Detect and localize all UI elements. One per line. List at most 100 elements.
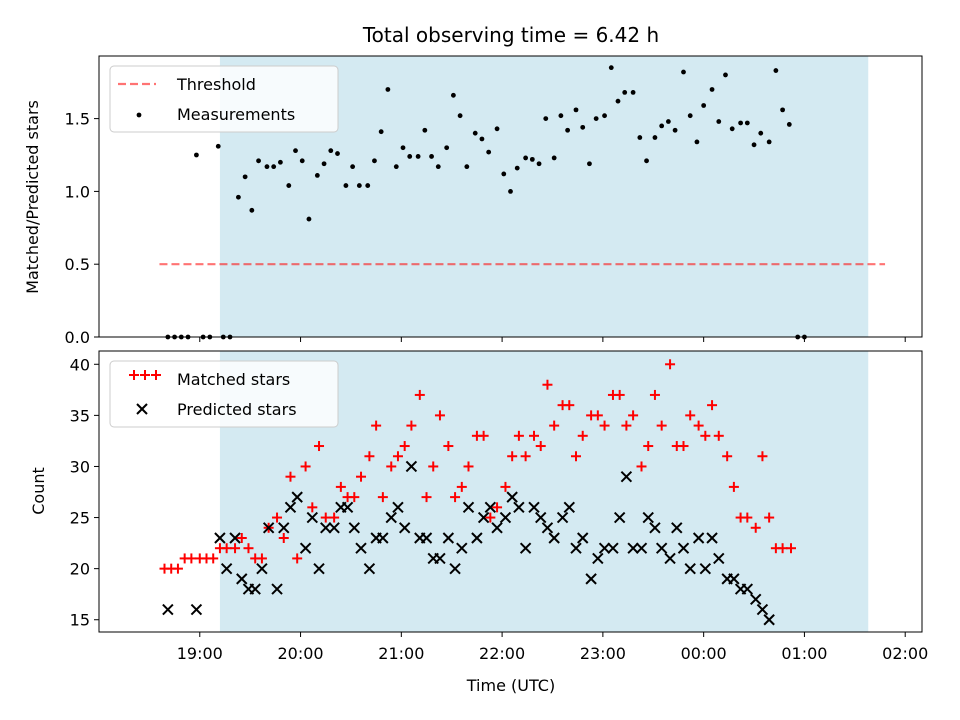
predicted-star-point — [763, 614, 775, 626]
predicted-star-point-b — [355, 542, 367, 554]
legend-predicted-marker — [136, 403, 148, 415]
predicted-star-point — [449, 562, 461, 575]
legend-predicted-marker-b — [136, 403, 148, 415]
measurement-point — [751, 142, 757, 148]
matched-star-point — [656, 420, 667, 431]
predicted-star-point-b — [420, 532, 433, 544]
predicted-star-point-b — [556, 511, 569, 524]
predicted-star-point — [577, 532, 589, 544]
predicted-star-point-b — [563, 501, 575, 514]
predicted-star-point — [398, 522, 411, 534]
matched-star-point — [564, 400, 575, 411]
bottom-x-axis-label: Time (UTC) — [466, 676, 555, 695]
predicted-star-point-b — [256, 562, 268, 575]
measurement-point — [321, 161, 327, 167]
bottom-legend: Matched stars Predicted stars — [109, 360, 339, 428]
predicted-star-point — [598, 542, 611, 554]
predicted-star-point — [442, 532, 455, 544]
predicted-star-point — [214, 532, 226, 544]
bottom-x-tick-label: 01:00 — [781, 644, 827, 663]
predicted-star-point — [348, 522, 361, 534]
matched-star-point — [665, 359, 676, 370]
measurement-point — [372, 158, 377, 164]
predicted-star-point — [271, 583, 283, 595]
measurement-point — [565, 127, 571, 133]
measurement-point — [242, 174, 248, 180]
bottom-y-axis-label: Count — [29, 467, 48, 515]
matched-star-point — [621, 420, 632, 431]
predicted-star-point — [642, 511, 654, 524]
predicted-star-point — [499, 511, 512, 524]
measurement-point — [365, 183, 371, 188]
measurement-point — [501, 171, 507, 177]
predicted-star-point-b — [728, 573, 740, 585]
measurement-point — [277, 159, 283, 165]
predicted-star-point-b — [655, 542, 668, 554]
predicted-star-point-b — [162, 603, 174, 616]
measurement-point — [665, 119, 671, 124]
predicted-star-point — [256, 562, 268, 575]
legend-predicted-swatch — [136, 403, 148, 415]
matched-star-point — [757, 451, 768, 462]
measurement-point — [350, 164, 356, 170]
matched-star-point — [386, 461, 397, 472]
predicted-star-point-b — [328, 522, 340, 534]
matched-star-point — [377, 492, 388, 503]
predicted-star-point — [563, 501, 575, 514]
predicted-star-point — [392, 501, 404, 514]
predicted-star-point-b — [278, 522, 290, 534]
bottom-y-tick-label: 15 — [70, 611, 90, 630]
predicted-star-point — [471, 532, 483, 544]
matched-star-point — [335, 481, 346, 492]
matched-star-point — [208, 553, 219, 564]
predicted-star-point-b — [449, 562, 461, 575]
measurement-point — [652, 135, 658, 140]
predicted-star-point-b — [284, 501, 297, 514]
measurement-point — [514, 165, 520, 171]
predicted-star-point-b — [484, 501, 497, 514]
matched-star-point — [529, 430, 540, 441]
measurement-point — [450, 92, 456, 98]
bottom-x-tick-label: 00:00 — [681, 644, 727, 663]
bottom-x-tick-label: 02:00 — [882, 644, 928, 663]
predicted-star-point-b — [741, 583, 754, 595]
predicted-star-point-b — [291, 491, 303, 503]
predicted-star-point-b — [313, 562, 325, 575]
measurement-point — [385, 87, 391, 92]
matched-star-point — [314, 441, 325, 452]
measurement-point — [299, 158, 305, 164]
predicted-star-point — [506, 491, 518, 503]
predicted-star-point-b — [664, 552, 676, 565]
predicted-star-point-b — [620, 470, 633, 483]
predicted-star-point-b — [341, 501, 354, 514]
measurement-point — [593, 116, 599, 122]
matched-star-point — [349, 492, 360, 503]
predicted-star-point-b — [348, 522, 361, 534]
matched-star-point — [707, 400, 718, 411]
bottom-x-tick-label: 20:00 — [277, 644, 323, 663]
measurement-point — [729, 126, 735, 132]
predicted-star-point — [278, 522, 290, 534]
predicted-star-point-b — [249, 583, 261, 595]
matched-star-point — [507, 451, 518, 462]
predicted-star-point — [713, 552, 725, 565]
matched-star-point — [230, 543, 241, 554]
measurement-point — [472, 130, 478, 136]
legend-measurements-swatch — [136, 112, 142, 118]
predicted-star-point — [249, 583, 261, 595]
measurement-point — [494, 126, 500, 132]
predicted-star-point-b — [684, 562, 696, 575]
measurement-point — [766, 139, 772, 145]
predicted-star-point — [320, 522, 332, 534]
predicted-star-point — [535, 511, 547, 524]
predicted-star-point-b — [649, 522, 661, 534]
measurement-point — [587, 161, 592, 167]
measurement-point — [464, 164, 470, 170]
measurement-point — [602, 113, 607, 119]
legend-measurements-label: Measurements — [177, 105, 295, 124]
predicted-star-point-b — [398, 522, 411, 534]
measurement-point — [681, 69, 686, 75]
measurement-point — [264, 164, 270, 170]
predicted-star-point — [291, 491, 303, 503]
